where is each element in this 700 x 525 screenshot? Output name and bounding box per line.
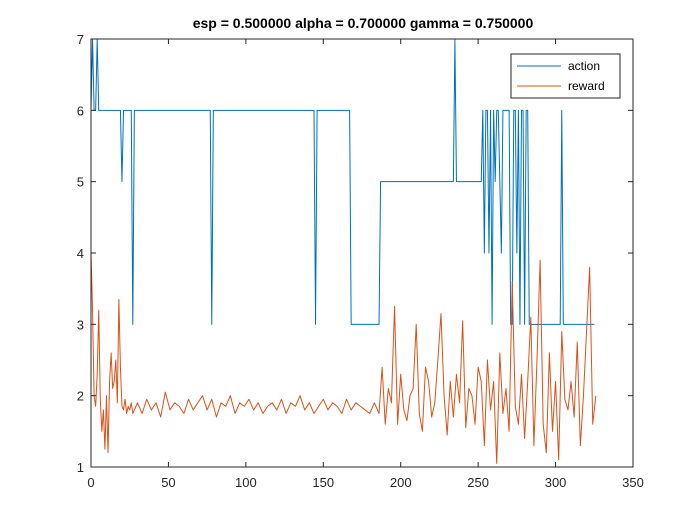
- x-tick-label: 50: [161, 475, 175, 490]
- legend-box: [510, 53, 621, 99]
- x-tick-label: 0: [87, 475, 94, 490]
- plot-series: [90, 38, 597, 464]
- x-tick-label: 100: [235, 475, 257, 490]
- y-tick-label: 5: [77, 175, 84, 190]
- y-tick-label: 3: [77, 317, 84, 332]
- axes: 0 50 100 150 200 250 300 350 1 2 3 4 5 6 7: [77, 32, 644, 490]
- legend-label-reward: reward: [568, 79, 605, 93]
- legend: action reward: [510, 53, 621, 99]
- y-tick-label: 1: [77, 460, 84, 475]
- legend-label-action: action: [568, 59, 600, 73]
- y-tick-label: 2: [77, 389, 84, 404]
- series-line-action: [90, 38, 595, 325]
- y-tick-label: 6: [77, 103, 84, 118]
- x-tick-label: 250: [467, 475, 489, 490]
- x-tick-label: 150: [312, 475, 334, 490]
- chart-title: esp = 0.500000 alpha = 0.700000 gamma = …: [193, 15, 534, 31]
- x-tick-label: 300: [545, 475, 567, 490]
- x-tick-label: 200: [390, 475, 412, 490]
- x-tick-label: 350: [622, 475, 644, 490]
- series-line-reward: [90, 252, 597, 464]
- y-tick-label: 7: [77, 32, 84, 47]
- y-tick-label: 4: [77, 246, 84, 261]
